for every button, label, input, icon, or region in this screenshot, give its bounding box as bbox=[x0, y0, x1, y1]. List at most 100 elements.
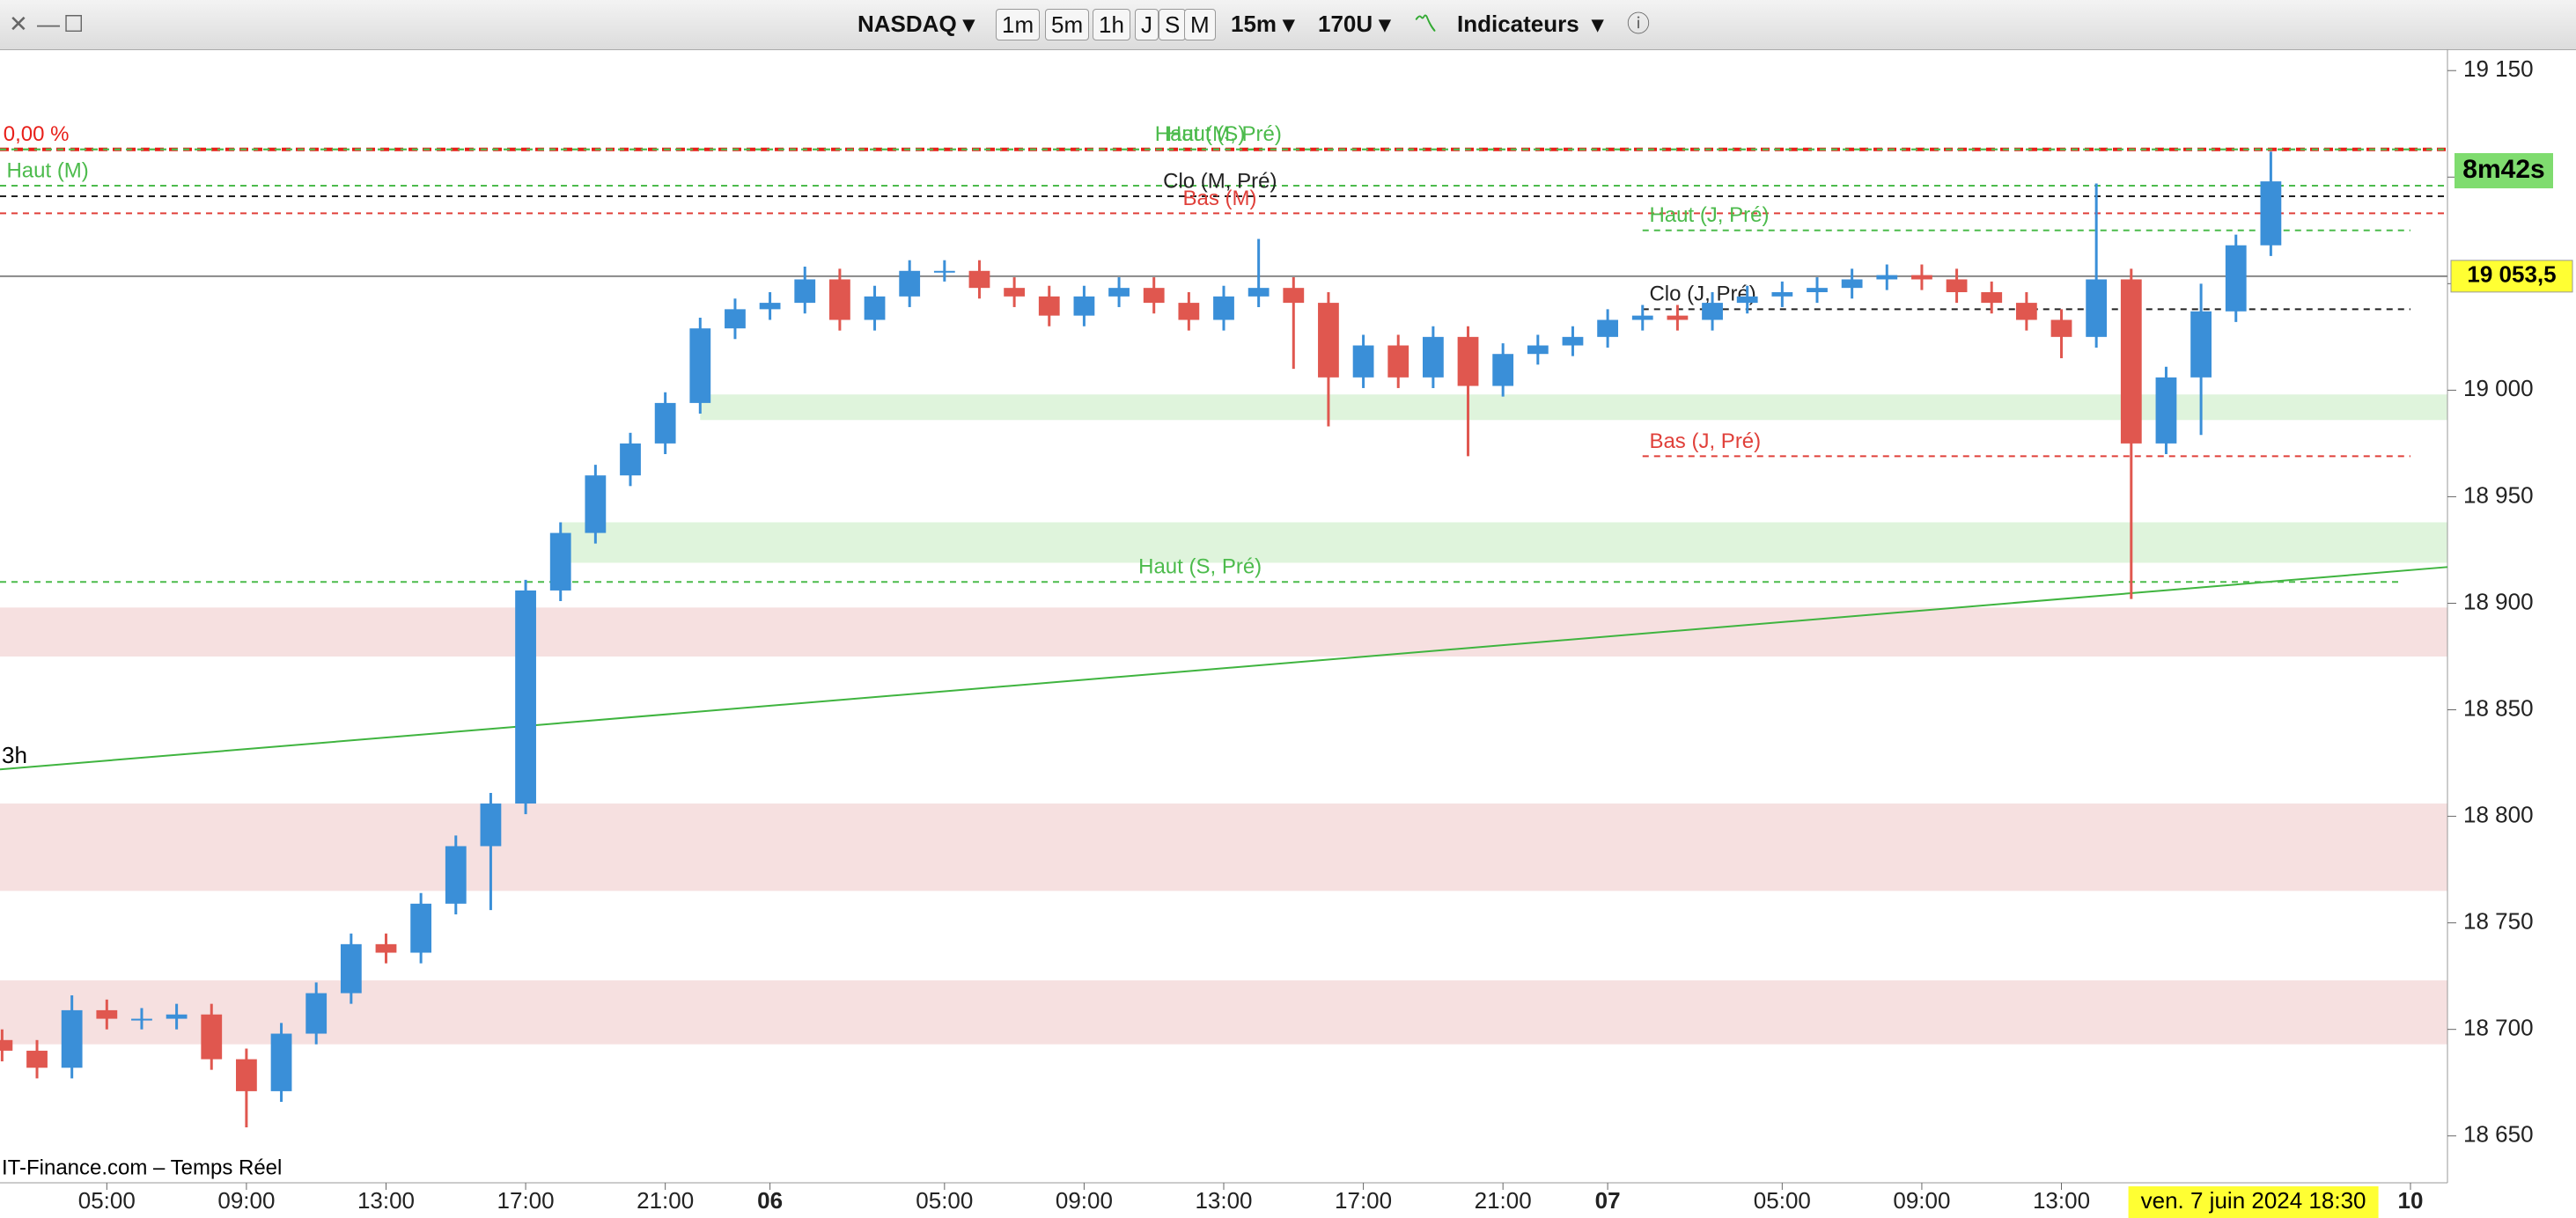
x-tick-label: 17:00 bbox=[497, 1187, 555, 1214]
candle bbox=[375, 933, 397, 964]
candle bbox=[2120, 268, 2142, 599]
candle bbox=[1876, 264, 1898, 290]
symbol-select[interactable]: NASDAQ ▾ bbox=[857, 11, 975, 37]
candle bbox=[899, 260, 921, 307]
candle bbox=[131, 1008, 152, 1030]
candle-body bbox=[1492, 354, 1514, 386]
candle bbox=[1492, 343, 1514, 397]
candle-body bbox=[2225, 245, 2247, 312]
candle bbox=[1631, 304, 1653, 331]
period-button[interactable]: 1h bbox=[1093, 9, 1130, 40]
toolbar: ✕ — ☐ NASDAQ ▾ 1m 5m 1h J S M 15m ▾ 170U… bbox=[0, 0, 2576, 50]
indicators: Indicateurs bbox=[1457, 11, 1579, 37]
level-label: Haut (S, Pré) bbox=[1138, 555, 1262, 579]
candle bbox=[1318, 292, 1339, 427]
x-tick-label: 13:00 bbox=[357, 1187, 415, 1214]
candle bbox=[620, 432, 641, 487]
period-button[interactable]: J bbox=[1135, 9, 1159, 40]
candle bbox=[1283, 277, 1305, 370]
candle-body bbox=[270, 1033, 292, 1091]
candle-body bbox=[166, 1014, 188, 1019]
candle-body bbox=[1736, 296, 1758, 304]
candle-body bbox=[933, 270, 955, 273]
candle bbox=[1038, 285, 1060, 327]
candle-body bbox=[1004, 288, 1026, 297]
candle-body bbox=[1213, 296, 1234, 320]
candle-body bbox=[1178, 303, 1200, 320]
y-tick-label: 18 800 bbox=[2463, 801, 2534, 827]
candle-body bbox=[654, 402, 676, 444]
period-button[interactable]: 1m bbox=[996, 9, 1041, 40]
candle bbox=[515, 579, 536, 815]
candle-body bbox=[1946, 279, 1968, 292]
candle bbox=[1387, 334, 1409, 388]
interval-select[interactable]: 15m ▾ bbox=[1231, 11, 1295, 37]
candle-body bbox=[899, 270, 921, 297]
candle bbox=[2050, 309, 2072, 359]
candle-body bbox=[2260, 181, 2282, 246]
candle-body bbox=[305, 993, 328, 1034]
period-button[interactable]: 5m bbox=[1045, 9, 1090, 40]
x-tick-label: 09:00 bbox=[1056, 1187, 1113, 1214]
corner-label: 3h bbox=[2, 742, 27, 768]
candle-body bbox=[445, 846, 467, 904]
candle-body bbox=[1248, 288, 1270, 297]
candle bbox=[1702, 292, 1723, 331]
zone bbox=[0, 607, 2447, 657]
period-button[interactable]: M bbox=[1184, 9, 1216, 40]
close-button[interactable]: ✕ bbox=[9, 11, 28, 37]
x-tick-label: 06 bbox=[757, 1187, 783, 1214]
candle-body bbox=[61, 1009, 83, 1068]
y-tick-label: 18 950 bbox=[2463, 481, 2534, 508]
x-tick-label: 05:00 bbox=[78, 1187, 136, 1214]
units-select[interactable]: 170U ▾ bbox=[1318, 11, 1391, 37]
candle-body bbox=[828, 279, 850, 320]
maximize-button[interactable]: ☐ bbox=[63, 11, 85, 37]
candle-body bbox=[689, 328, 711, 403]
last-price-label: 19 053,5 bbox=[2467, 261, 2556, 288]
zone bbox=[560, 522, 2447, 563]
cursor-box bbox=[2128, 1186, 2379, 1218]
candle bbox=[828, 268, 850, 331]
candle-body bbox=[1073, 296, 1095, 316]
candle bbox=[480, 792, 502, 911]
candle-body bbox=[1387, 345, 1409, 378]
units: 170U bbox=[1318, 11, 1373, 37]
candle bbox=[654, 392, 676, 454]
level-label: Haut (S) bbox=[1167, 122, 1245, 146]
candle-body bbox=[759, 303, 781, 310]
cursor-label: ven. 7 juin 2024 18:30 bbox=[2141, 1187, 2366, 1214]
candle-body bbox=[794, 279, 816, 304]
candle-body bbox=[2190, 311, 2212, 378]
source: IT-Finance.com – Temps Réel bbox=[2, 1156, 282, 1179]
candle-body bbox=[410, 903, 432, 953]
candle bbox=[2086, 183, 2108, 348]
candle bbox=[0, 1029, 13, 1061]
zone bbox=[0, 980, 2447, 1045]
candle bbox=[1911, 264, 1932, 290]
candle bbox=[201, 1003, 223, 1070]
candle bbox=[1981, 281, 2003, 314]
candle-body bbox=[549, 532, 571, 591]
candle-body bbox=[1702, 303, 1723, 320]
info-button[interactable]: ⓘ bbox=[1627, 11, 1651, 37]
indicators-button[interactable]: Indicateurs ▾ bbox=[1457, 11, 1604, 37]
candle bbox=[1736, 285, 1758, 314]
candle bbox=[1248, 238, 1270, 307]
minimize-button[interactable]: — bbox=[37, 11, 60, 37]
candle-body bbox=[1143, 288, 1165, 304]
candle bbox=[1213, 285, 1234, 331]
period-button[interactable]: S bbox=[1159, 9, 1187, 40]
candle bbox=[549, 522, 571, 602]
level-label: 0,00 % bbox=[4, 122, 70, 146]
candle-body bbox=[340, 943, 362, 994]
candle-body bbox=[1841, 279, 1863, 289]
candle-body bbox=[375, 943, 397, 953]
candle-body bbox=[585, 475, 607, 533]
x-tick-label: 21:00 bbox=[1475, 1187, 1532, 1214]
candle bbox=[933, 260, 955, 282]
candle-body bbox=[1911, 275, 1932, 280]
candle-body bbox=[1981, 292, 2003, 304]
y-tick-label: 19 150 bbox=[2463, 55, 2534, 82]
level-label: Bas (J, Pré) bbox=[1649, 429, 1761, 453]
